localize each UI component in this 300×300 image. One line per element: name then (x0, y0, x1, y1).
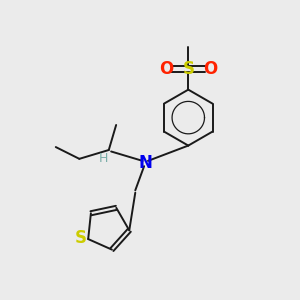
Text: S: S (75, 229, 87, 247)
Text: O: O (159, 60, 173, 78)
Text: S: S (182, 60, 194, 78)
Text: O: O (203, 60, 218, 78)
Text: N: N (139, 154, 152, 172)
Text: H: H (99, 152, 108, 165)
